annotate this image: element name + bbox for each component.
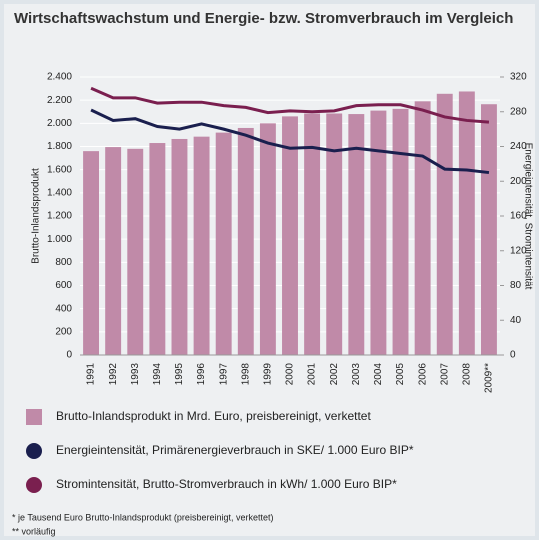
bar <box>282 116 298 355</box>
x-tick-label: 2008 <box>461 363 472 386</box>
bar <box>237 127 254 355</box>
y2-tick-label: 40 <box>510 315 522 326</box>
y-tick-label: 1.400 <box>47 187 72 198</box>
y-tick-label: 400 <box>55 303 72 314</box>
y-tick-label: 1.800 <box>47 141 72 152</box>
legend-label: Stromintensität, Brutto-Stromverbrauch i… <box>56 477 397 491</box>
y-tick-label: 2.400 <box>47 72 72 83</box>
y2-tick-label: 320 <box>510 72 527 83</box>
x-tick-label: 2004 <box>373 363 384 386</box>
y-tick-label: 800 <box>55 257 72 268</box>
x-tick-label: 2000 <box>285 363 296 386</box>
bar <box>149 143 166 355</box>
bar <box>304 113 321 355</box>
line <box>90 108 490 175</box>
y-tick-label: 1.000 <box>47 234 72 245</box>
bar <box>392 108 409 356</box>
y-tick-label: 1.600 <box>47 164 72 175</box>
y2-tick-label: 0 <box>510 350 516 361</box>
x-tick-label: 2003 <box>351 363 362 386</box>
y-tick-label: 2.200 <box>47 95 72 106</box>
x-tick-label: 2007 <box>439 363 450 386</box>
y2-axis-label: Energieintensität, Stromintensität <box>522 143 533 290</box>
bar <box>215 132 232 355</box>
line <box>90 86 490 124</box>
legend-label: Energieintensität, Primärenergieverbrauc… <box>56 443 414 457</box>
x-tick-label: 2009** <box>484 363 495 393</box>
legend-swatch <box>26 477 42 493</box>
y2-tick-label: 120 <box>510 245 527 256</box>
y-tick-label: 0 <box>66 350 72 361</box>
bar <box>105 147 122 355</box>
y2-tick-label: 80 <box>510 280 522 291</box>
x-tick-label: 1999 <box>263 363 274 386</box>
x-tick-label: 2002 <box>329 363 340 386</box>
bar <box>480 104 497 356</box>
x-tick-label: 1993 <box>130 363 141 386</box>
y-tick-label: 200 <box>55 326 72 337</box>
x-tick-label: 2001 <box>307 363 318 386</box>
footnote: ** vorläufig <box>12 526 56 536</box>
legend-swatch <box>26 443 42 459</box>
x-tick-label: 1994 <box>152 363 163 386</box>
y2-tick-label: 160 <box>510 211 527 222</box>
x-tick-label: 1996 <box>196 363 207 386</box>
bar <box>127 148 144 355</box>
y-axis-label: Brutto-Inlandsprodukt <box>31 168 42 264</box>
bar <box>171 138 188 355</box>
x-tick-label: 2005 <box>395 363 406 386</box>
y2-tick-label: 280 <box>510 106 527 117</box>
bar <box>348 114 365 355</box>
legend-label: Brutto-Inlandsprodukt in Mrd. Euro, prei… <box>56 409 371 423</box>
footnote: * je Tausend Euro Brutto-Inlandsprodukt … <box>12 512 273 522</box>
x-tick-label: 2006 <box>417 363 428 386</box>
y2-tick-label: 240 <box>510 141 527 152</box>
bar <box>193 136 210 355</box>
y-tick-label: 2.000 <box>47 118 72 129</box>
x-tick-label: 1997 <box>218 363 229 386</box>
bar <box>414 101 431 355</box>
bar <box>458 91 475 356</box>
bar <box>326 113 343 355</box>
bar <box>259 123 276 355</box>
x-tick-label: 1992 <box>108 363 119 386</box>
y-tick-label: 1.200 <box>47 211 72 222</box>
bar <box>370 110 387 355</box>
bar <box>83 151 100 355</box>
chart-title: Wirtschaftswachstum und Energie- bzw. St… <box>14 10 513 27</box>
legend-swatch <box>26 409 42 425</box>
y-tick-label: 600 <box>55 280 72 291</box>
x-tick-label: 1995 <box>174 363 185 386</box>
bar <box>436 93 453 355</box>
y2-tick-label: 200 <box>510 176 527 187</box>
x-tick-label: 1998 <box>240 363 251 386</box>
x-tick-label: 1991 <box>86 363 97 386</box>
